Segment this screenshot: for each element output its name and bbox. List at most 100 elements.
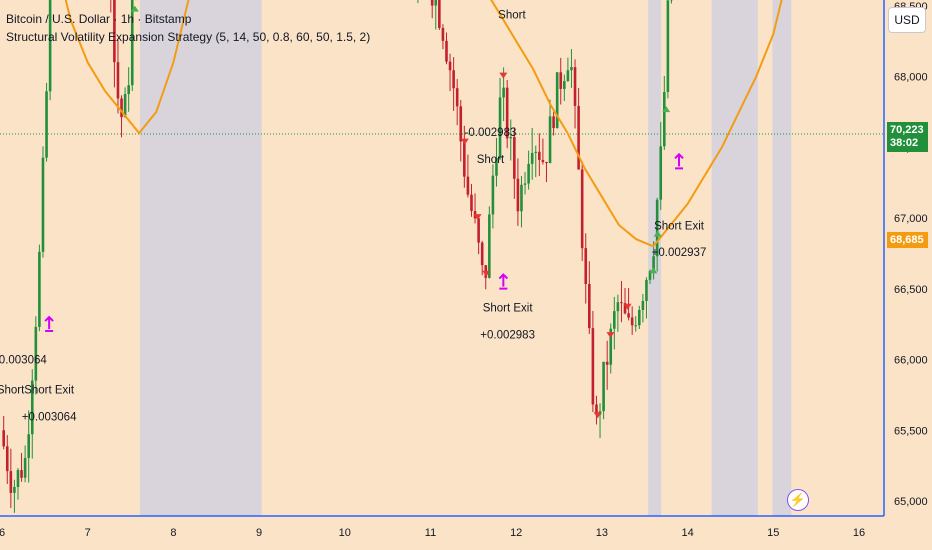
candle-body [9,471,13,493]
y-tick-label: 66,500 [894,284,928,296]
candle-body [127,85,130,95]
x-tick-label: 12 [510,527,522,539]
x-tick-label: 14 [681,527,693,539]
candle-body [641,300,645,311]
sell-marker [606,332,615,339]
x-tick-label: 7 [85,527,91,539]
session-shading [139,0,792,516]
candle-body [13,486,16,493]
candle-body [23,457,27,478]
candle-body [466,176,470,195]
x-tick-label: 16 [853,527,865,539]
candle-body [616,302,620,312]
candle-body [648,271,652,280]
trade-label: -0.003064 [0,355,47,367]
candle-body [5,446,9,472]
moving-average-badge: 68,685 [887,232,928,248]
indicator-title[interactable]: Structural Volatility Expansion Strategy… [6,30,371,44]
candle-body [488,214,491,278]
candle-body [595,404,598,415]
entry-marker [44,315,54,333]
candle-body [491,175,495,215]
trade-label: Short Exit [654,220,705,232]
candle-body [459,106,463,142]
candle-body [123,94,127,118]
candle-body [516,178,520,212]
candle-body [505,87,509,139]
trade-label: Short Exit [483,302,534,314]
y-tick-label: 67,000 [894,213,928,225]
x-tick-label: 9 [256,527,262,539]
candle-body [16,470,20,487]
candle-body [609,328,613,365]
candle-body [20,470,23,478]
candle-body [48,0,52,92]
trade-label: +0.003064 [22,411,77,423]
candle-body [613,311,616,329]
candle-body [530,152,534,164]
candle-body [545,162,548,164]
candle-body [448,61,452,71]
candle-body [655,199,659,257]
candle-body [645,279,648,301]
buy-marker [653,230,662,237]
candle-body [116,62,120,99]
candle-body [552,116,555,129]
candle-body [652,256,655,272]
candle-body [41,157,45,252]
x-tick-label: 8 [170,527,176,539]
sell-marker [593,412,602,419]
candle-body [502,87,505,98]
candle-body [38,251,41,327]
candle-body [2,430,5,447]
candle-body [463,141,466,177]
sell-marker [473,214,482,221]
session-shade [711,0,758,516]
candle-body [659,146,663,200]
entry-marker [498,273,509,290]
currency-button[interactable]: USD [888,7,926,33]
candle-body [452,70,455,89]
candle-body [509,137,513,139]
candle-body [627,313,630,318]
trade-label: -0.002983 [465,127,517,139]
candle-body [584,248,588,284]
candle-body [130,0,134,86]
x-axis: 6 7 8 9 10 11 12 13 14 15 16 [0,527,865,539]
entry-marker [674,152,684,170]
chart-title: Bitcoin / U.S. Dollar · 1h · Bitstamp [6,12,192,26]
x-tick-label: 10 [339,527,351,539]
candle-body [113,0,116,63]
candle-body [495,157,498,176]
candle-body [634,325,638,327]
bar-countdown: 38:02 [890,137,919,149]
candle-body [34,326,38,381]
candle-body [430,0,434,6]
candle-body [513,137,516,179]
candle-body [527,163,530,184]
candle-body [620,302,623,304]
candle-body [577,105,580,170]
candle-body [480,242,484,266]
y-axis: 65,00065,50066,00066,50067,00067,50068,0… [894,1,928,508]
x-tick-label: 11 [425,527,436,539]
candle-body [638,310,641,326]
candle-body [120,98,123,118]
candle-body [605,361,609,365]
candle-body [27,434,30,458]
y-tick-label: 65,000 [894,496,928,508]
moving-average-line [64,0,783,248]
candle-body [534,151,538,153]
candle-body [566,70,570,82]
y-tick-label: 66,000 [894,355,928,367]
lightning-bolt-icon[interactable]: ⚡ [787,489,809,511]
candle-body [520,184,523,212]
candle-body [602,361,605,412]
candle-body [541,159,545,163]
candle-body [441,27,445,41]
candle-body [498,97,502,158]
candle-body [470,194,473,212]
candle-body [573,67,577,106]
candle-body [623,303,627,314]
